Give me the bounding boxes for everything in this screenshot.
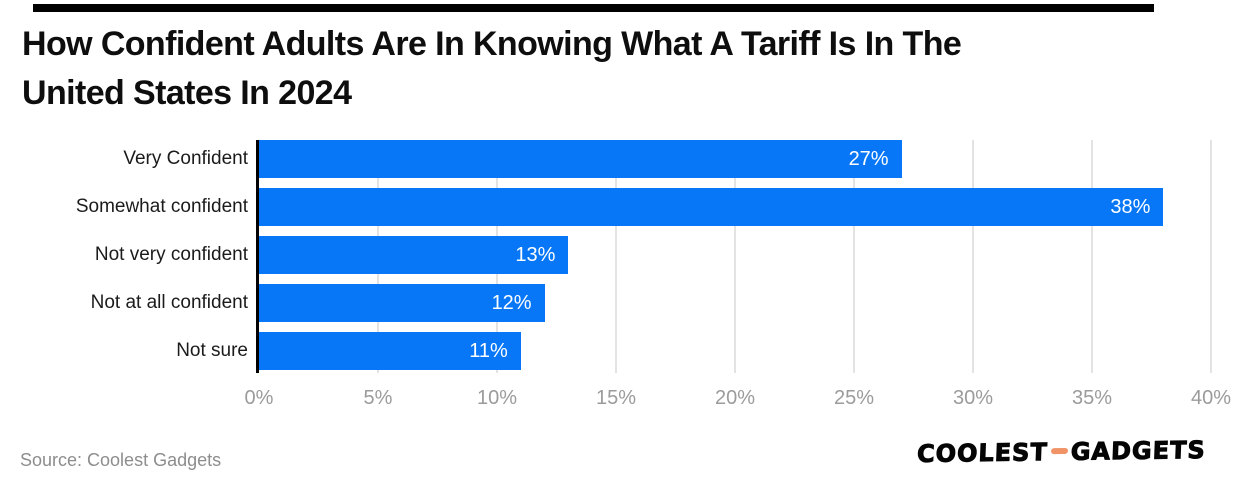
top-accent-bar: [33, 4, 1154, 12]
category-label: Not at all confident: [90, 292, 248, 313]
gridline-35%: [1091, 140, 1093, 373]
x-axis-tick-label: 10%: [476, 387, 518, 409]
logo-text-left: COOLEST: [916, 438, 1049, 469]
category-label: Very Confident: [123, 148, 248, 169]
bar: 12%: [259, 284, 545, 322]
bar: 11%: [259, 332, 521, 370]
bar-value-label: 12%: [491, 292, 532, 314]
x-axis-tick-label: 0%: [244, 387, 274, 409]
bar-value-label: 11%: [469, 340, 508, 362]
chart-title-line-2: United States In 2024: [22, 74, 352, 112]
x-axis-tick-label: 35%: [1071, 387, 1113, 409]
logo-text-right: GADGETS: [1070, 435, 1207, 466]
bar: 13%: [259, 236, 569, 274]
gridline-15%: [615, 140, 617, 373]
x-axis-tick-label: 40%: [1190, 387, 1232, 409]
category-label: Somewhat confident: [75, 196, 248, 217]
x-axis-tick-label: 25%: [833, 387, 875, 409]
source-label: Source: Coolest Gadgets: [20, 450, 222, 470]
gridline-25%: [853, 140, 855, 373]
coolest-gadgets-logo: COOLEST GADGETS: [916, 435, 1207, 469]
chart-title: How Confident Adults Are In Knowing What…: [22, 20, 1222, 118]
category-label: Not sure: [176, 340, 248, 361]
bar-value-label: 27%: [848, 148, 889, 170]
logo-dash-icon: [1050, 447, 1069, 455]
bar-value-label: 38%: [1110, 196, 1151, 218]
bar: 38%: [259, 188, 1164, 226]
x-axis-tick-label: 15%: [595, 387, 637, 409]
bar: 27%: [259, 140, 902, 178]
gridline-20%: [734, 140, 736, 373]
bar-value-label: 13%: [515, 244, 556, 266]
bar-chart-plot-area: 0% 5% 10% 15% 20% 25% 30% 35% 40% Very Confident 2…: [76, 140, 1231, 409]
gridline-30%: [972, 140, 974, 373]
x-axis-tick-label: 20%: [714, 387, 756, 409]
gridline-40%: [1210, 140, 1212, 373]
category-label: Not very confident: [94, 244, 248, 265]
x-axis-tick-label: 30%: [952, 387, 994, 409]
chart-title-line-1: How Confident Adults Are In Knowing What…: [22, 25, 962, 63]
x-axis-tick-label: 5%: [363, 387, 393, 409]
y-axis-line: [256, 140, 259, 373]
